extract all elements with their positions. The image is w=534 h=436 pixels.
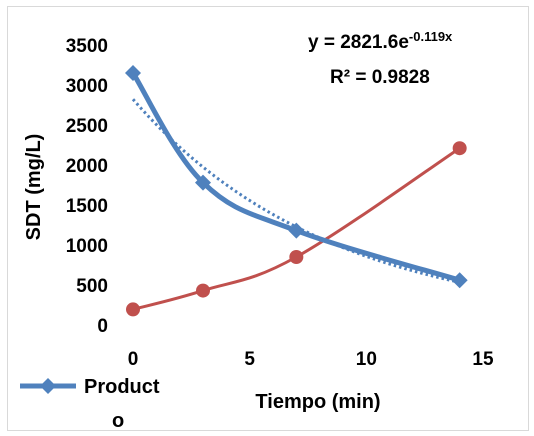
y-tick-label-1000: 1000 xyxy=(66,236,108,257)
point-marker-s2-1 xyxy=(196,283,210,298)
x-tick-labels: 0 5 10 15 xyxy=(128,349,494,370)
point-marker-s2-2 xyxy=(289,250,304,264)
legend-diamond-marker xyxy=(40,378,56,394)
x-tick-label-0: 0 xyxy=(128,349,139,370)
x-tick-label-5: 5 xyxy=(244,349,255,370)
y-tick-label-2000: 2000 xyxy=(66,156,108,177)
y-tick-label-2500: 2500 xyxy=(66,116,108,137)
legend-label-line2: o xyxy=(112,410,124,432)
series-line-1 xyxy=(130,71,461,283)
equation-text: y = 2821.6e xyxy=(308,32,409,53)
y-tick-labels: 0 500 1000 1500 2000 2500 3000 3500 xyxy=(66,36,108,337)
x-axis-title: Tiempo (min) xyxy=(255,391,380,413)
x-tick-label-10: 10 xyxy=(356,349,377,370)
r-squared-text: R² = 0.9828 xyxy=(330,67,430,88)
legend: Product o xyxy=(20,376,160,432)
plot-area xyxy=(125,65,468,317)
point-marker-s1-1 xyxy=(195,174,211,191)
trendline-exponential xyxy=(131,98,460,284)
y-axis-title-group: SDT (mg/L) xyxy=(23,134,45,241)
point-marker-s1-3 xyxy=(451,272,468,289)
point-marker-s2-3 xyxy=(452,141,467,156)
point-marker-s2-0 xyxy=(126,302,140,317)
y-tick-label-3000: 3000 xyxy=(66,76,108,97)
point-marker-s1-2 xyxy=(288,222,305,239)
trendline-equation: y = 2821.6e-0.119x R² = 0.9828 xyxy=(308,29,453,88)
equation-exponent: -0.119x xyxy=(409,29,453,44)
point-marker-s1-0 xyxy=(125,65,141,81)
legend-label-line1: Product xyxy=(84,376,160,398)
y-tick-label-3500: 3500 xyxy=(66,36,108,57)
y-tick-label-500: 500 xyxy=(76,276,108,297)
chart-frame xyxy=(7,6,529,431)
y-tick-label-0: 0 xyxy=(97,316,108,337)
y-tick-label-1500: 1500 xyxy=(66,196,108,217)
series-line-2 xyxy=(132,146,461,311)
y-axis-title: SDT (mg/L) xyxy=(23,134,45,241)
svg-text:y = 2821.6e-0.119x: y = 2821.6e-0.119x xyxy=(308,29,453,53)
x-tick-label-15: 15 xyxy=(472,349,494,370)
